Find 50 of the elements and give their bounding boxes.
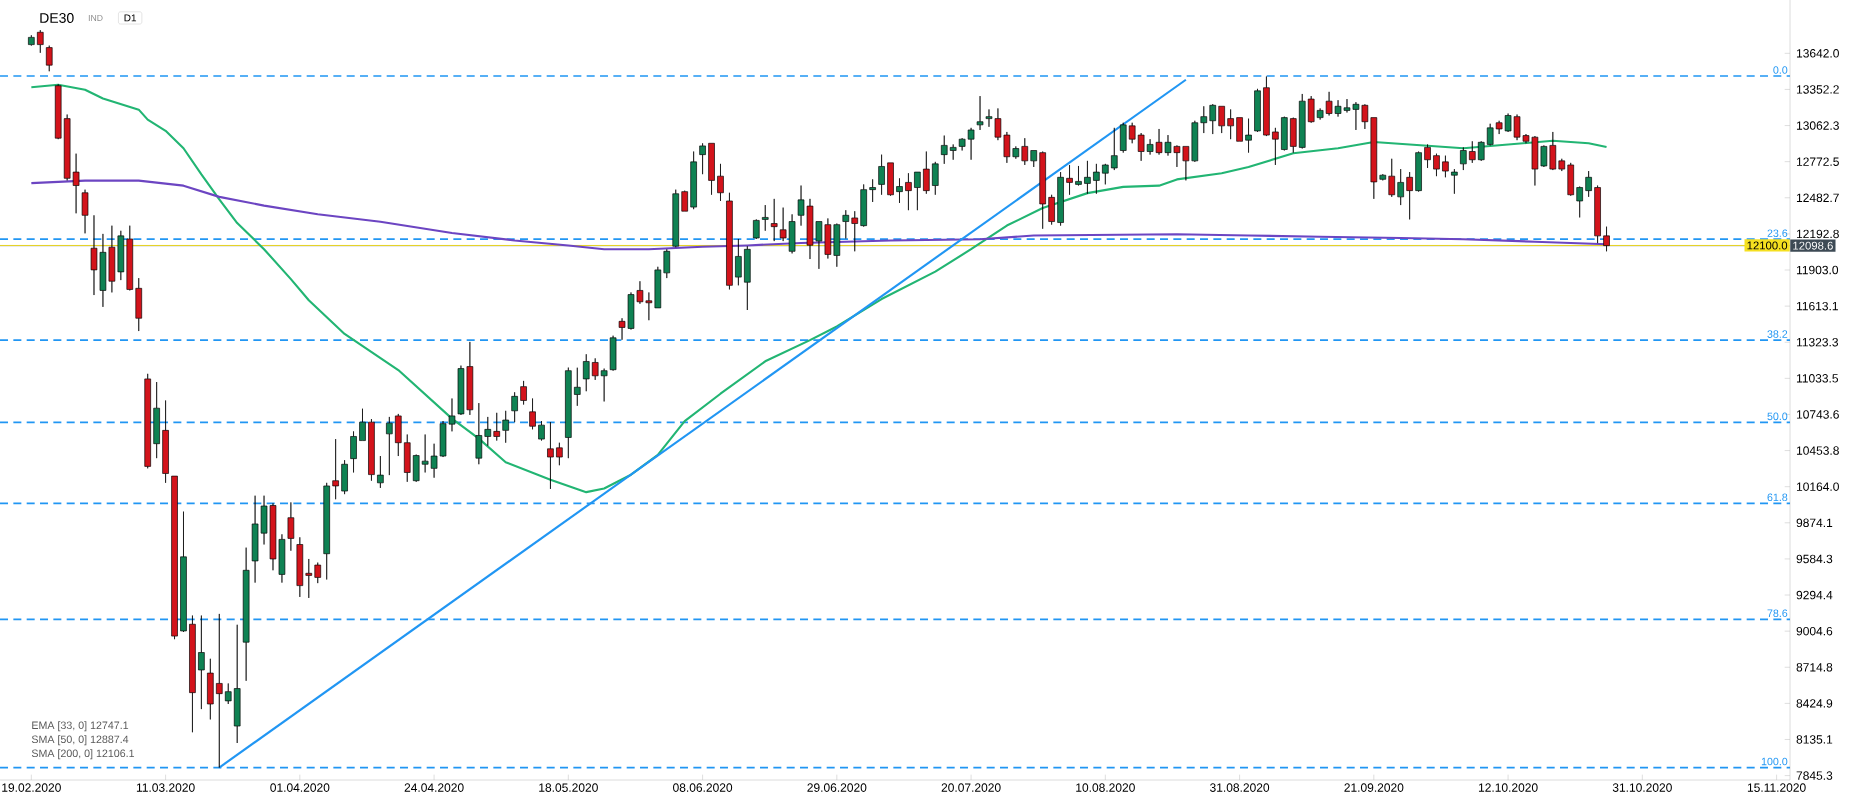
- y-tick-label: 12482.7: [1796, 193, 1839, 203]
- x-tick-label: 19.02.2020: [2, 783, 61, 792]
- x-tick-label: 31.08.2020: [1210, 783, 1270, 792]
- x-tick-label: 11.03.2020: [136, 783, 195, 792]
- annotation: SMA [50, 0] 12887.4: [31, 735, 129, 746]
- x-tick-label: 10.08.2020: [1076, 783, 1135, 792]
- annotation: D1: [124, 14, 137, 22]
- annotation: 50.0: [1767, 412, 1788, 421]
- annotation: 61.8: [1767, 493, 1788, 502]
- y-tick-label: 12772.5: [1796, 157, 1839, 166]
- annotation: EMA [33, 0] 12747.1: [32, 721, 129, 732]
- annotation: SMA [200, 0] 12106.1: [31, 749, 135, 760]
- y-tick-label: 8135.1: [1796, 735, 1833, 744]
- x-tick-label: 31.10.2020: [1612, 783, 1672, 792]
- x-tick-label: 15.11.2020: [1747, 783, 1806, 792]
- y-tick-label: 11903.0: [1796, 265, 1839, 275]
- ref-line-label: 12100.0: [1747, 241, 1788, 250]
- text: DE30: [40, 12, 74, 23]
- y-tick-label: 11613.1: [1796, 301, 1838, 311]
- y-tick-label: 7845.3: [1796, 771, 1833, 780]
- annotation: 78.6: [1767, 609, 1788, 617]
- text: IND: [88, 14, 103, 21]
- y-tick-label: 11033.5: [1796, 374, 1839, 383]
- y-tick-label: 12192.8: [1796, 229, 1839, 239]
- y-tick-label: 9874.1: [1796, 518, 1833, 528]
- annotation: 0.0: [1773, 66, 1788, 74]
- y-tick-label: 10743.6: [1796, 410, 1839, 419]
- x-tick-label: 21.09.2020: [1344, 783, 1404, 792]
- ref-line-label: 12098.6: [1793, 241, 1833, 250]
- y-tick-label: 9004.6: [1796, 626, 1833, 636]
- y-tick-label: 13062.3: [1796, 121, 1839, 130]
- x-tick-label: 08.06.2020: [673, 783, 733, 792]
- annotation: 23.6: [1767, 229, 1788, 237]
- y-tick-label: 10453.8: [1796, 446, 1839, 455]
- y-tick-label: 8714.8: [1796, 663, 1833, 672]
- y-tick-label: 13352.2: [1796, 85, 1839, 94]
- y-tick-label: 9294.4: [1796, 590, 1833, 600]
- annotation: 100.0: [1761, 757, 1788, 766]
- x-tick-label: 01.04.2020: [270, 783, 330, 792]
- y-tick-label: 10164.0: [1796, 482, 1839, 491]
- x-tick-label: 12.10.2020: [1478, 783, 1538, 792]
- annotation: 38.2: [1767, 330, 1788, 338]
- x-tick-label: 24.04.2020: [404, 783, 464, 792]
- x-tick-label: 29.06.2020: [807, 783, 867, 792]
- y-tick-label: 9584.3: [1796, 554, 1833, 564]
- y-tick-label: 13642.0: [1796, 49, 1839, 58]
- x-tick-label: 18.05.2020: [539, 783, 598, 792]
- x-tick-label: 20.07.2020: [941, 783, 1001, 792]
- y-tick-label: 8424.9: [1796, 699, 1833, 708]
- y-tick-label: 11323.3: [1796, 337, 1839, 347]
